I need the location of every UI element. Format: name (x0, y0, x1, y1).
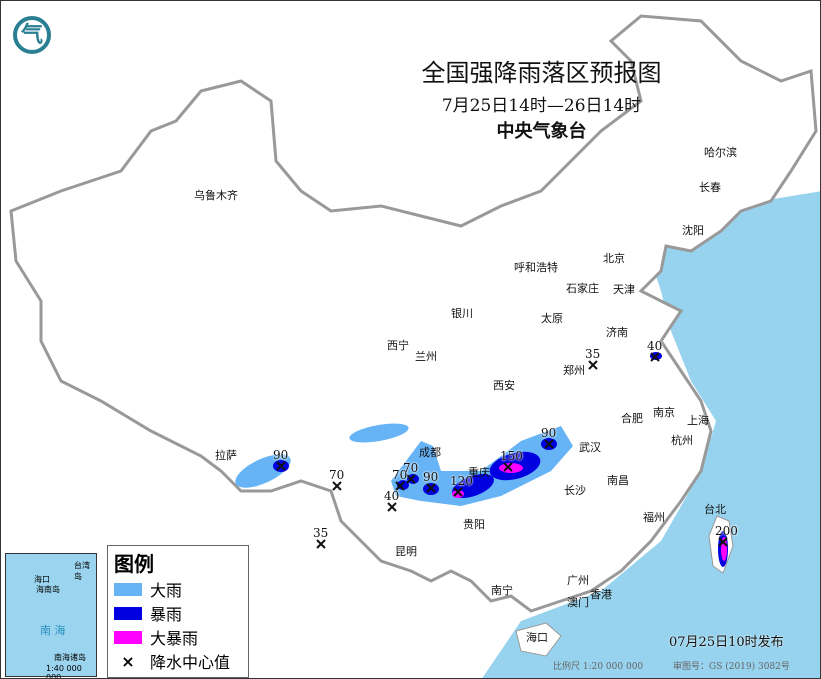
city-label: 南昌 (607, 474, 629, 487)
rainfall-center-marker (387, 502, 397, 512)
city-label: 杭州 (671, 434, 693, 447)
legend-label: 大雨 (150, 581, 183, 600)
city-label: 郑州 (563, 364, 585, 377)
issue-time: 07月25日10时发布 (669, 635, 784, 650)
legend-label: 大暴雨 (150, 629, 199, 648)
city-label: 海口 (526, 631, 548, 644)
rainfall-center-value: 90 (423, 470, 439, 484)
rainfall-center-markers (276, 352, 728, 549)
approval-number: 审图号：GS (2019) 3082号 (673, 662, 790, 672)
city-label: 西宁 (387, 339, 409, 352)
rainfall-center-value: 70 (329, 468, 345, 482)
legend-item-heavy-rain: 大雨 (114, 577, 248, 601)
city-label: 石家庄 (566, 282, 599, 295)
inset-scale: 1:40 000 000 (46, 664, 82, 679)
cross-icon: × (121, 651, 135, 671)
rainfall-center-value: 200 (715, 524, 738, 538)
map-scale: 比例尺 1:20 000 000 (553, 662, 644, 672)
legend-title: 图例 (114, 552, 154, 576)
city-label: 福州 (643, 511, 665, 524)
city-label: 呼和浩特 (514, 261, 558, 274)
city-label: 上海 (687, 414, 709, 427)
city-label: 乌鲁木齐 (194, 189, 238, 202)
legend-label: 降水中心值 (150, 653, 231, 672)
rainfall-center-value: 35 (585, 347, 601, 361)
china-outline (9, 14, 818, 613)
inset-sea: 南 海 (40, 624, 66, 637)
south-china-sea-inset: 海口 海南岛 台湾岛 南 海 南海诸岛 1:40 000 000 (5, 553, 97, 679)
city-label: 太原 (541, 312, 563, 325)
city-label: 香港 (590, 588, 612, 601)
rainfall-center-marker (650, 352, 660, 362)
city-label: 昆明 (395, 545, 417, 558)
city-label: 济南 (606, 326, 628, 339)
rainfall-center-value: 40 (384, 489, 400, 503)
rainfall-center-marker (426, 483, 436, 493)
city-label: 兰州 (415, 350, 437, 363)
city-label: 南宁 (491, 584, 513, 597)
legend-label: 暴雨 (150, 605, 183, 624)
rainfall-center-value: 150 (500, 449, 523, 463)
city-label: 贵阳 (463, 518, 485, 531)
rainfall-center-marker (276, 461, 286, 471)
inset-city: 海口 (34, 575, 50, 584)
legend-swatch (114, 630, 142, 644)
legend: 图例 大雨 暴雨 大暴雨 × 降水中心值 (107, 545, 249, 678)
inset-islands: 南海诸岛 (54, 653, 86, 662)
map-title: 全国强降雨落区预报图 (421, 59, 662, 87)
legend-swatch (114, 606, 142, 620)
city-label: 台北 (704, 503, 726, 516)
rainfall-center-value: 35 (313, 526, 329, 540)
rainfall-center-value: 70 (392, 468, 408, 482)
rainfall-center-value: 70 (403, 461, 419, 475)
rainfall-center-marker (332, 481, 342, 491)
rainfall-center-marker (316, 539, 326, 549)
legend-swatch (114, 582, 142, 596)
city-label: 重庆 (468, 466, 490, 479)
rainfall-center-marker (395, 481, 405, 491)
rainfall-center-marker (453, 487, 463, 497)
city-label: 沈阳 (682, 224, 704, 237)
forecast-period: 7月25日14时—26日14时 (441, 96, 642, 116)
legend-item-heavy-rainstorm: 大暴雨 (114, 625, 248, 649)
rainfall-center-marker (503, 462, 513, 472)
rainfall-center-marker (588, 360, 598, 370)
city-label: 武汉 (579, 441, 601, 454)
rainfall-center-value: 40 (647, 339, 663, 353)
sea (482, 191, 820, 678)
city-label: 合肥 (621, 412, 643, 425)
rainfall-center-marker (544, 439, 554, 449)
legend-item-rainstorm: 暴雨 (114, 601, 248, 625)
city-label: 澳门 (567, 596, 589, 609)
cma-logo: 气 (13, 16, 51, 54)
rainfall-center-value: 90 (541, 426, 557, 440)
hainan-island (515, 622, 562, 657)
city-label: 天津 (613, 283, 635, 296)
city-label: 哈尔滨 (704, 146, 737, 159)
city-label: 银川 (451, 307, 473, 320)
inset-taiwan: 台湾岛 (74, 561, 90, 581)
legend-item-center: × 降水中心值 (114, 649, 248, 673)
city-label: 北京 (603, 252, 625, 265)
rainfall-center-value: 120 (450, 474, 473, 488)
rainfall-center-marker (406, 474, 416, 484)
city-label: 拉萨 (215, 449, 237, 462)
inset-island: 海南岛 (36, 585, 60, 594)
city-label: 南京 (653, 406, 675, 419)
city-label: 长春 (699, 181, 721, 194)
city-label: 广州 (567, 574, 589, 587)
rainfall-center-marker (718, 537, 728, 547)
agency-name: 中央气象台 (496, 121, 587, 142)
city-label: 长沙 (564, 484, 586, 497)
rainfall-center-value: 90 (273, 448, 289, 462)
city-label: 成都 (419, 446, 441, 459)
city-label: 西安 (493, 379, 515, 392)
